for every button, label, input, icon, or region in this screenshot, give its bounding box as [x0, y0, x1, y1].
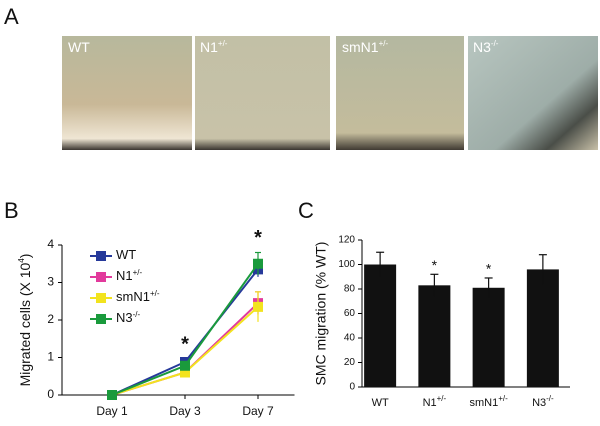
x-tick-label: Day 3	[169, 404, 201, 418]
y-tick-label: 80	[344, 284, 356, 295]
significance-mark: *	[432, 257, 438, 273]
micrograph-label: N1+/-	[200, 39, 228, 55]
y-tick-label: 40	[344, 333, 356, 344]
micrograph	[336, 36, 464, 150]
micrograph	[468, 36, 598, 150]
point-marker	[180, 367, 190, 378]
micrograph-label: N3-/-	[473, 39, 499, 55]
x-tick-label: smN1+/-	[469, 394, 508, 409]
x-tick-label-part: WT	[372, 397, 389, 409]
legend-label-part: N3	[116, 310, 133, 325]
significance-mark: *	[181, 333, 189, 355]
y-tick-label: 0	[349, 382, 355, 393]
micrograph-label: smN1+/-	[342, 39, 388, 55]
micrograph-label-part: smN1	[342, 39, 379, 55]
legend-marker	[96, 272, 106, 282]
significance-mark: *	[254, 227, 262, 249]
y-axis-label-part: Migrated cells (X 10	[17, 262, 33, 386]
x-tick-label: Day 7	[242, 404, 274, 418]
x-tick-label-part: N1	[423, 397, 437, 409]
legend-label-part: N1	[116, 268, 133, 283]
legend-marker	[96, 314, 106, 324]
y-tick-label: 120	[338, 235, 355, 246]
micrograph-label-part: N1	[200, 39, 218, 55]
y-axis-label-part: )	[17, 254, 33, 259]
x-tick-label-part: N3	[532, 397, 546, 409]
y-tick-label: 20	[344, 357, 356, 368]
significance-mark: *	[486, 261, 492, 277]
y-axis-label: Migrated cells (X 104)	[17, 254, 33, 387]
legend-label-part: WT	[116, 247, 136, 262]
x-tick-label-sup: -/-	[546, 394, 554, 403]
micrograph-label-sup: +/-	[379, 39, 389, 48]
y-tick-label: 2	[47, 312, 54, 326]
micrograph	[62, 36, 192, 150]
bar	[418, 285, 451, 387]
x-tick-label-sup: +/-	[498, 394, 508, 403]
x-tick-label: N3-/-	[532, 394, 554, 409]
y-tick-label: 0	[47, 387, 54, 401]
legend-marker	[96, 251, 106, 261]
point-marker	[253, 301, 263, 312]
point-marker	[253, 258, 263, 269]
micrograph-label: WT	[68, 39, 90, 55]
bar	[472, 287, 505, 387]
y-tick-label: 3	[47, 275, 54, 289]
x-tick-label: N1+/-	[423, 394, 447, 409]
y-tick-label: 4	[47, 237, 54, 251]
x-tick-label-sup: +/-	[437, 394, 447, 403]
x-tick-label: WT	[372, 397, 389, 409]
panel-label: C	[298, 198, 314, 223]
legend-label-sup: -/-	[133, 310, 141, 319]
legend-label: smN1+/-	[116, 289, 160, 305]
panel-label: A	[4, 4, 19, 29]
y-axis-label: SMC migration (% WT)	[313, 242, 329, 386]
legend-label: WT	[116, 247, 136, 262]
panel-label: B	[4, 198, 19, 223]
bar	[364, 264, 397, 387]
micrograph	[195, 36, 330, 150]
x-tick-label-part: smN1	[469, 397, 498, 409]
micrograph-label-part: N3	[473, 39, 491, 55]
legend-marker	[96, 293, 106, 303]
legend-label: N3-/-	[116, 310, 141, 326]
legend-label-part: smN1	[116, 289, 150, 304]
legend-label: N1+/-	[116, 268, 143, 284]
bar	[526, 269, 559, 387]
y-tick-label: 100	[338, 259, 355, 270]
y-tick-label: 60	[344, 308, 356, 319]
point-marker	[107, 390, 117, 400]
micrograph-label-sup: +/-	[218, 39, 228, 48]
point-marker	[180, 360, 190, 371]
legend-label-sup: +/-	[150, 289, 160, 298]
x-tick-label: Day 1	[96, 404, 128, 418]
micrograph-label-sup: -/-	[491, 39, 499, 48]
y-tick-label: 1	[47, 350, 54, 364]
legend-label-sup: +/-	[133, 268, 143, 277]
micrograph-label-part: WT	[68, 39, 90, 55]
y-axis-label-sup: 4	[17, 258, 26, 263]
